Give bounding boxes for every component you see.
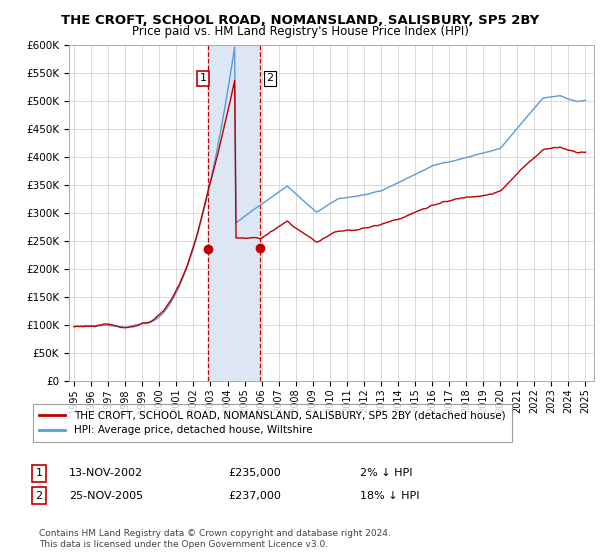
Text: Contains HM Land Registry data © Crown copyright and database right 2024.
This d: Contains HM Land Registry data © Crown c… <box>39 529 391 549</box>
Legend: THE CROFT, SCHOOL ROAD, NOMANSLAND, SALISBURY, SP5 2BY (detached house), HPI: Av: THE CROFT, SCHOOL ROAD, NOMANSLAND, SALI… <box>33 404 512 442</box>
Text: £237,000: £237,000 <box>228 491 281 501</box>
Text: 18% ↓ HPI: 18% ↓ HPI <box>360 491 419 501</box>
Text: Price paid vs. HM Land Registry's House Price Index (HPI): Price paid vs. HM Land Registry's House … <box>131 25 469 38</box>
Text: 25-NOV-2005: 25-NOV-2005 <box>69 491 143 501</box>
Text: 2% ↓ HPI: 2% ↓ HPI <box>360 468 413 478</box>
Text: £235,000: £235,000 <box>228 468 281 478</box>
Bar <box>208 45 260 381</box>
Text: 2: 2 <box>266 73 274 83</box>
Text: 13-NOV-2002: 13-NOV-2002 <box>69 468 143 478</box>
Text: 2: 2 <box>35 491 43 501</box>
Text: THE CROFT, SCHOOL ROAD, NOMANSLAND, SALISBURY, SP5 2BY: THE CROFT, SCHOOL ROAD, NOMANSLAND, SALI… <box>61 14 539 27</box>
Text: 1: 1 <box>35 468 43 478</box>
Text: 1: 1 <box>200 73 206 83</box>
